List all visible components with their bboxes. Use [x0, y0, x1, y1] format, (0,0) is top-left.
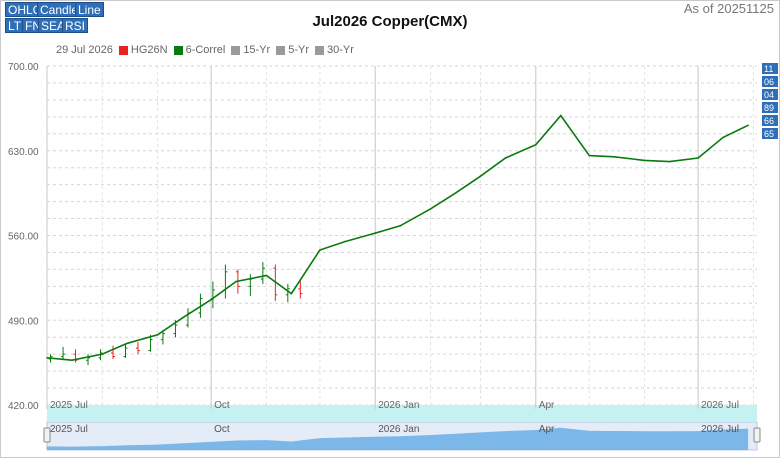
- legend-item-hg26n[interactable]: HG26N: [118, 44, 168, 56]
- y-tick-label: 420.00: [8, 401, 39, 412]
- series-point: [235, 280, 237, 283]
- legend-label: 5-Yr: [288, 44, 309, 56]
- series-point: [210, 298, 212, 301]
- legend-label: 6-Correl: [185, 44, 226, 56]
- legend-label: 30-Yr: [327, 44, 354, 56]
- line-button[interactable]: Line: [75, 2, 104, 17]
- price-badge: [762, 115, 778, 126]
- series-point: [399, 225, 402, 227]
- series-point: [181, 317, 184, 319]
- price-badge: [762, 102, 778, 113]
- series-line-6-correl: [46, 114, 749, 362]
- navigator-label: 2025 Jul: [50, 424, 88, 435]
- series-point: [344, 240, 346, 243]
- series-point: [534, 143, 537, 146]
- navigator-label: 2026 Jul: [701, 424, 739, 435]
- navigator-label: Oct: [214, 424, 230, 435]
- series-point: [156, 333, 159, 336]
- legend: 29 Jul 2026 HG26N 6-Correl 15-Yr 5-Yr 30…: [56, 44, 354, 56]
- series-point: [429, 208, 432, 210]
- series-point: [588, 154, 591, 157]
- navigator-handle-right[interactable]: [753, 427, 761, 443]
- y-tick-label: 630.00: [8, 147, 39, 158]
- x-tick-label: Apr: [539, 400, 555, 411]
- series-point: [504, 157, 507, 159]
- legend-swatch: [173, 45, 183, 55]
- series-point: [722, 136, 724, 139]
- legend-item-30-yr[interactable]: 30-Yr: [315, 44, 354, 56]
- y-tick-label: 700.00: [8, 62, 39, 73]
- price-badge-label: 11: [764, 64, 773, 74]
- series-point: [71, 359, 73, 362]
- series-point: [454, 192, 457, 194]
- legend-item-5-yr[interactable]: 5-Yr: [276, 44, 309, 56]
- series-point: [613, 156, 616, 158]
- x-tick-label: 2026 Jan: [378, 400, 419, 411]
- price-badge: [762, 89, 778, 100]
- legend-label: 15-Yr: [243, 44, 271, 56]
- rsi-button[interactable]: RSI: [62, 18, 89, 33]
- series-point: [559, 114, 562, 117]
- price-badge-label: 04: [764, 90, 774, 100]
- y-tick-label: 490.00: [8, 316, 39, 327]
- series-point: [290, 292, 293, 295]
- sea-button[interactable]: SEA: [38, 18, 69, 33]
- candle-button[interactable]: Candle: [37, 2, 82, 17]
- x-axis-band: [47, 405, 757, 421]
- legend-item-6-correl[interactable]: 6-Correl: [173, 44, 226, 56]
- legend-label: HG26N: [130, 44, 168, 56]
- as-of-date: As of 20251125: [683, 1, 774, 16]
- navigator-area: [47, 427, 749, 450]
- price-badge-label: 66: [764, 116, 774, 126]
- legend-swatch: [276, 45, 286, 55]
- navigator-handle-left[interactable]: [43, 427, 51, 443]
- series-point: [101, 353, 104, 355]
- series-point: [668, 160, 671, 163]
- price-badge: [762, 76, 778, 87]
- price-badge-label: 06: [764, 77, 774, 87]
- series-point: [46, 356, 48, 359]
- price-badge-label: 65: [764, 129, 774, 139]
- x-tick-label: 2025 Jul: [50, 400, 88, 411]
- series-point: [747, 124, 749, 127]
- y-tick-label: 560.00: [8, 232, 39, 243]
- series-point: [374, 232, 377, 234]
- x-tick-label: Oct: [214, 400, 230, 411]
- price-badge-label: 89: [764, 103, 774, 113]
- series-point: [697, 157, 699, 159]
- series-point: [643, 159, 646, 162]
- navigator-label: 2026 Jan: [378, 424, 419, 435]
- x-tick-label: 2026 Jul: [701, 400, 739, 411]
- chart-title: Jul2026 Copper(CMX): [312, 13, 468, 30]
- price-badge: [762, 63, 778, 74]
- legend-swatch: [315, 45, 324, 55]
- series-point: [479, 175, 482, 177]
- navigator-label: Apr: [539, 424, 555, 435]
- series-point: [319, 249, 321, 251]
- ohlc-button[interactable]: OHLC: [5, 2, 45, 17]
- series-point: [126, 342, 129, 345]
- series-point: [265, 274, 268, 277]
- price-badge: [762, 128, 778, 139]
- legend-swatch: [118, 45, 128, 55]
- legend-date: 29 Jul 2026: [56, 44, 113, 56]
- legend-swatch: [231, 45, 241, 55]
- legend-item-15-yr[interactable]: 15-Yr: [231, 44, 270, 56]
